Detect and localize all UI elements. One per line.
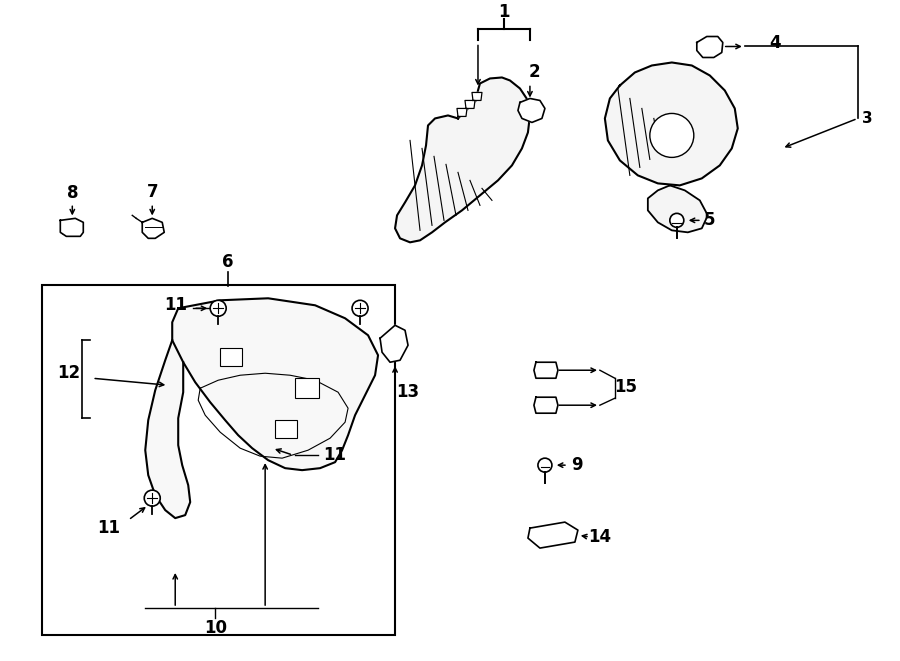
Text: 5: 5 [704,212,716,229]
Text: 13: 13 [397,383,419,401]
Bar [295,378,319,398]
Text: 11: 11 [324,446,346,464]
Text: 12: 12 [57,364,80,382]
Circle shape [144,490,160,506]
Text: 15: 15 [615,378,637,396]
Text: 2: 2 [529,63,541,81]
Polygon shape [145,340,190,518]
Polygon shape [528,522,578,548]
Circle shape [670,214,684,227]
Text: 7: 7 [147,183,158,202]
Bar [220,348,242,366]
Polygon shape [465,100,475,108]
Polygon shape [648,185,707,233]
Text: 11: 11 [97,519,120,537]
Polygon shape [472,93,482,100]
Text: 10: 10 [203,619,227,637]
Polygon shape [380,325,408,362]
Circle shape [352,300,368,316]
Polygon shape [534,362,558,378]
Polygon shape [518,98,544,122]
Text: 3: 3 [861,111,872,126]
Text: 6: 6 [222,253,234,271]
Circle shape [650,114,694,157]
Polygon shape [395,77,530,243]
Circle shape [211,300,226,316]
Polygon shape [605,63,738,185]
Bar [42,286,395,635]
Text: 4: 4 [769,34,780,52]
Text: 11: 11 [164,296,186,314]
Text: 9: 9 [572,456,582,474]
Text: 8: 8 [67,184,78,202]
Polygon shape [172,298,378,470]
Circle shape [538,458,552,472]
Bar [275,420,297,438]
Polygon shape [534,397,558,413]
Text: 1: 1 [499,3,509,20]
Polygon shape [697,36,723,58]
Polygon shape [142,218,164,239]
Polygon shape [60,218,84,237]
Polygon shape [457,108,467,116]
Text: 14: 14 [589,528,611,546]
